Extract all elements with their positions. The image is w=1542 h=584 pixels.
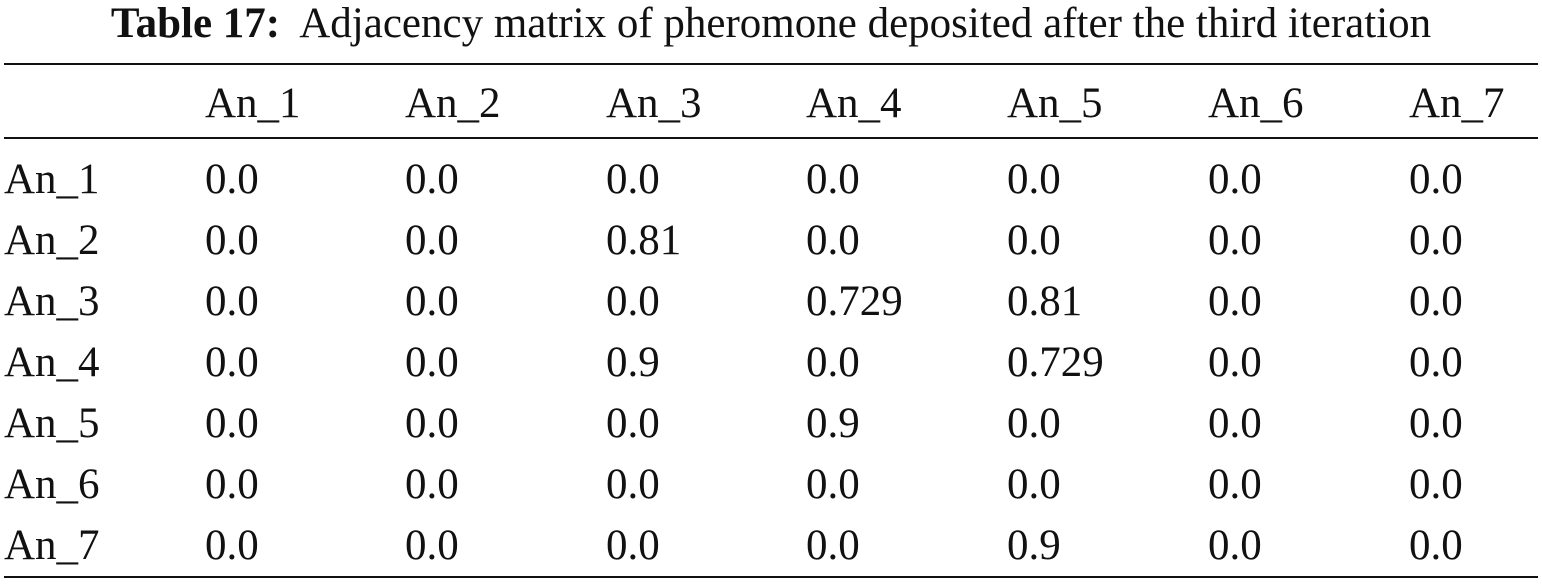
table-top-rule xyxy=(4,63,1538,65)
table-cell: 0.0 xyxy=(405,217,459,264)
table-cell: 0.729 xyxy=(806,278,903,325)
row-label: An_7 xyxy=(4,522,100,569)
table-cell: 0.0 xyxy=(1208,461,1262,508)
table-cell: 0.0 xyxy=(1409,461,1463,508)
table-caption-label: Table 17: xyxy=(110,0,281,47)
row-label: An_1 xyxy=(4,156,100,203)
table-cell: 0.0 xyxy=(606,522,660,569)
row-label: An_3 xyxy=(4,278,100,325)
table-cell: 0.0 xyxy=(405,522,459,569)
table-cell: 0.0 xyxy=(205,156,259,203)
table-cell: 0.0 xyxy=(806,339,860,386)
row-label: An_5 xyxy=(4,400,100,447)
table-caption-text: Adjacency matrix of pheromone deposited … xyxy=(299,0,1432,47)
table-cell: 0.0 xyxy=(205,461,259,508)
table-cell: 0.0 xyxy=(1208,217,1262,264)
table-cell: 0.0 xyxy=(1409,400,1463,447)
table-cell: 0.0 xyxy=(806,522,860,569)
table-cell: 0.81 xyxy=(606,217,682,264)
table-cell: 0.0 xyxy=(1208,156,1262,203)
row-label: An_4 xyxy=(4,339,100,386)
table-bottom-rule xyxy=(4,576,1538,578)
table-header-row: An_1 An_2 An_3 An_4 An_5 An_6 An_7 xyxy=(0,73,1542,134)
table-cell: 0.9 xyxy=(606,339,660,386)
table-row: An_6 0.0 0.0 0.0 0.0 0.0 0.0 0.0 xyxy=(0,454,1542,515)
table-cell: 0.0 xyxy=(606,278,660,325)
column-header: An_1 xyxy=(205,80,301,127)
column-header: An_5 xyxy=(1007,80,1103,127)
column-header: An_6 xyxy=(1208,80,1304,127)
table-cell: 0.0 xyxy=(1208,339,1262,386)
table-cell: 0.0 xyxy=(1208,278,1262,325)
table-cell: 0.0 xyxy=(1007,156,1061,203)
table-cell: 0.0 xyxy=(1409,217,1463,264)
table-cell: 0.0 xyxy=(1007,400,1061,447)
table-cell: 0.0 xyxy=(405,339,459,386)
table-cell: 0.0 xyxy=(1208,522,1262,569)
table-cell: 0.729 xyxy=(1007,339,1104,386)
table-cell: 0.0 xyxy=(205,217,259,264)
table-row: An_3 0.0 0.0 0.0 0.729 0.81 0.0 0.0 xyxy=(0,271,1542,332)
table-cell: 0.0 xyxy=(205,278,259,325)
table-row: An_7 0.0 0.0 0.0 0.0 0.9 0.0 0.0 xyxy=(0,515,1542,576)
table-header-rule xyxy=(4,137,1538,139)
table-cell: 0.0 xyxy=(405,278,459,325)
row-label: An_2 xyxy=(4,217,100,264)
table-cell: 0.0 xyxy=(1007,217,1061,264)
table-row: An_4 0.0 0.0 0.9 0.0 0.729 0.0 0.0 xyxy=(0,332,1542,393)
table-cell: 0.0 xyxy=(405,156,459,203)
table-cell: 0.0 xyxy=(205,339,259,386)
row-label: An_6 xyxy=(4,461,100,508)
table-row: An_5 0.0 0.0 0.0 0.9 0.0 0.0 0.0 xyxy=(0,393,1542,454)
table-caption: Table 17: Adjacency matrix of pheromone … xyxy=(0,0,1542,48)
column-header: An_4 xyxy=(806,80,902,127)
table-cell: 0.0 xyxy=(405,461,459,508)
table-cell: 0.0 xyxy=(1208,400,1262,447)
table-cell: 0.0 xyxy=(405,400,459,447)
table-cell: 0.9 xyxy=(806,400,860,447)
column-header: An_7 xyxy=(1409,80,1505,127)
table-cell: 0.0 xyxy=(606,461,660,508)
table-cell: 0.0 xyxy=(606,156,660,203)
column-header: An_2 xyxy=(405,80,501,127)
table-cell: 0.0 xyxy=(1409,156,1463,203)
table-row: An_2 0.0 0.0 0.81 0.0 0.0 0.0 0.0 xyxy=(0,210,1542,271)
table-cell: 0.0 xyxy=(806,217,860,264)
table-cell: 0.81 xyxy=(1007,278,1083,325)
table-cell: 0.0 xyxy=(1409,339,1463,386)
table-cell: 0.9 xyxy=(1007,522,1061,569)
table-cell: 0.0 xyxy=(205,400,259,447)
table-row: An_1 0.0 0.0 0.0 0.0 0.0 0.0 0.0 xyxy=(0,149,1542,210)
table-cell: 0.0 xyxy=(1409,278,1463,325)
table-cell: 0.0 xyxy=(1007,461,1061,508)
table-cell: 0.0 xyxy=(205,522,259,569)
column-header: An_3 xyxy=(606,80,702,127)
table-cell: 0.0 xyxy=(1409,522,1463,569)
table-cell: 0.0 xyxy=(806,461,860,508)
table-cell: 0.0 xyxy=(606,400,660,447)
table-cell: 0.0 xyxy=(806,156,860,203)
